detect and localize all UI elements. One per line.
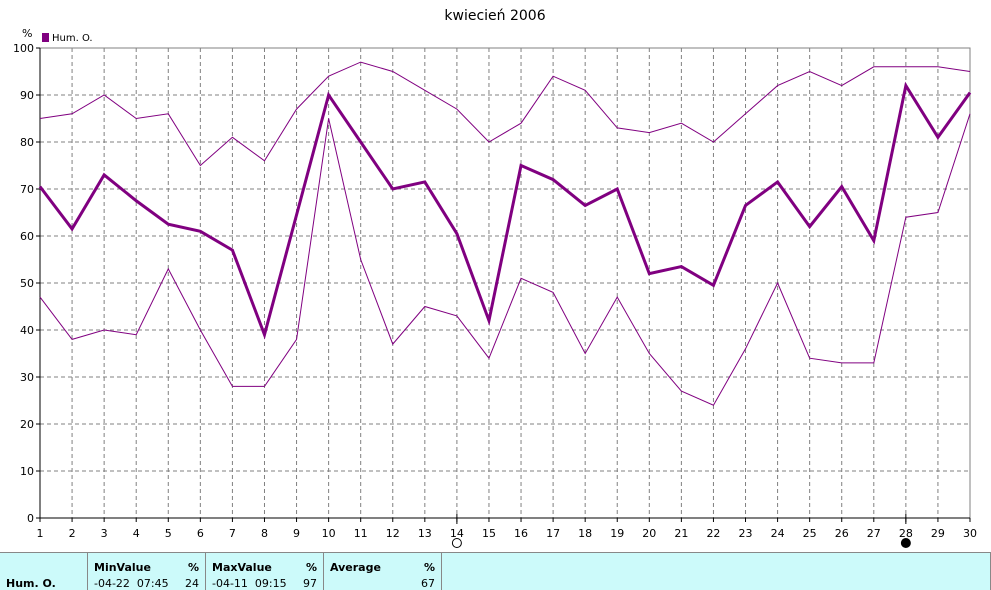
y-tick-label: 60 xyxy=(20,230,34,243)
x-tick-label: 6 xyxy=(197,527,204,540)
x-tick-label: 28 xyxy=(899,527,913,540)
stats-min-cell: MinValue % -04-22 07:45 24 xyxy=(88,553,206,590)
y-tick-label: 50 xyxy=(20,277,34,290)
series-line-min xyxy=(39,113,971,406)
humidity-chart: kwiecień 2006 % Hum. O. 0 10 20 30 40 50 60 70 8… xyxy=(13,8,977,548)
x-tick-label: 20 xyxy=(642,527,656,540)
legend-swatch xyxy=(42,33,49,42)
x-tick-label: 1 xyxy=(37,527,44,540)
y-axis-unit-label: % xyxy=(22,27,32,40)
x-tick-label: 7 xyxy=(229,527,236,540)
min-value-header: MinValue xyxy=(94,561,151,574)
stats-series-label: Hum. O. xyxy=(6,577,56,590)
y-tick-label: 0 xyxy=(27,512,34,525)
x-tick-label: 12 xyxy=(386,527,400,540)
chart-title: kwiecień 2006 xyxy=(444,8,545,24)
y-tick-label: 30 xyxy=(20,371,34,384)
stats-series-cell: Hum. O. xyxy=(0,553,88,590)
series-line-max xyxy=(39,61,971,167)
x-tick-label: 8 xyxy=(261,527,268,540)
x-tick-label: 2 xyxy=(69,527,76,540)
stats-panel: Hum. O. MinValue % -04-22 07:45 24 MaxVa… xyxy=(0,552,991,590)
x-tick-label: 25 xyxy=(803,527,817,540)
x-tick-label: 4 xyxy=(133,527,140,540)
average-value: 67 xyxy=(421,577,435,590)
y-tick-label: 20 xyxy=(20,418,34,431)
x-tick-label: 21 xyxy=(674,527,688,540)
stats-average-cell: Average % 67 xyxy=(324,553,442,590)
x-tick-label: 26 xyxy=(835,527,849,540)
x-tick-label: 3 xyxy=(101,527,108,540)
x-tick-label: 18 xyxy=(578,527,592,540)
average-unit: % xyxy=(423,561,435,574)
y-tick-label: 40 xyxy=(20,324,34,337)
stats-max-cell: MaxValue % -04-11 09:15 97 xyxy=(206,553,324,590)
average-header: Average xyxy=(330,561,381,574)
x-tick-label: 27 xyxy=(867,527,881,540)
y-tick-label: 90 xyxy=(20,89,34,102)
max-value-unit: % xyxy=(305,561,317,574)
min-value-unit: % xyxy=(187,561,199,574)
max-value-header: MaxValue xyxy=(212,561,272,574)
x-tick-label: 19 xyxy=(610,527,624,540)
x-tick-label: 24 xyxy=(771,527,785,540)
max-value: 97 xyxy=(303,577,317,590)
max-value-date: -04-11 09:15 xyxy=(212,577,287,590)
x-tick-label: 13 xyxy=(418,527,432,540)
min-value: 24 xyxy=(185,577,199,590)
y-tick-label: 100 xyxy=(13,42,34,55)
x-tick-label: 15 xyxy=(482,527,496,540)
stats-empty-cell xyxy=(442,553,991,590)
x-tick-label: 16 xyxy=(514,527,528,540)
filled-circle-marker xyxy=(900,538,911,548)
y-tick-label: 80 xyxy=(20,136,34,149)
series-line-average xyxy=(38,81,972,340)
y-tick-label: 70 xyxy=(20,183,34,196)
empty-circle-marker xyxy=(451,538,462,548)
x-tick-label: 5 xyxy=(165,527,172,540)
y-tick-label: 10 xyxy=(20,465,34,478)
x-tick-label: 17 xyxy=(546,527,560,540)
x-tick-label: 11 xyxy=(354,527,368,540)
min-value-date: -04-22 07:45 xyxy=(94,577,169,590)
x-tick-label: 10 xyxy=(322,527,336,540)
x-tick-label: 30 xyxy=(963,527,977,540)
x-tick-label: 29 xyxy=(931,527,945,540)
legend-label: Hum. O. xyxy=(52,33,93,44)
x-tick-label: 22 xyxy=(706,527,720,540)
x-tick-label: 23 xyxy=(739,527,753,540)
x-tick-label: 9 xyxy=(293,527,300,540)
x-tick-label: 14 xyxy=(450,527,464,540)
